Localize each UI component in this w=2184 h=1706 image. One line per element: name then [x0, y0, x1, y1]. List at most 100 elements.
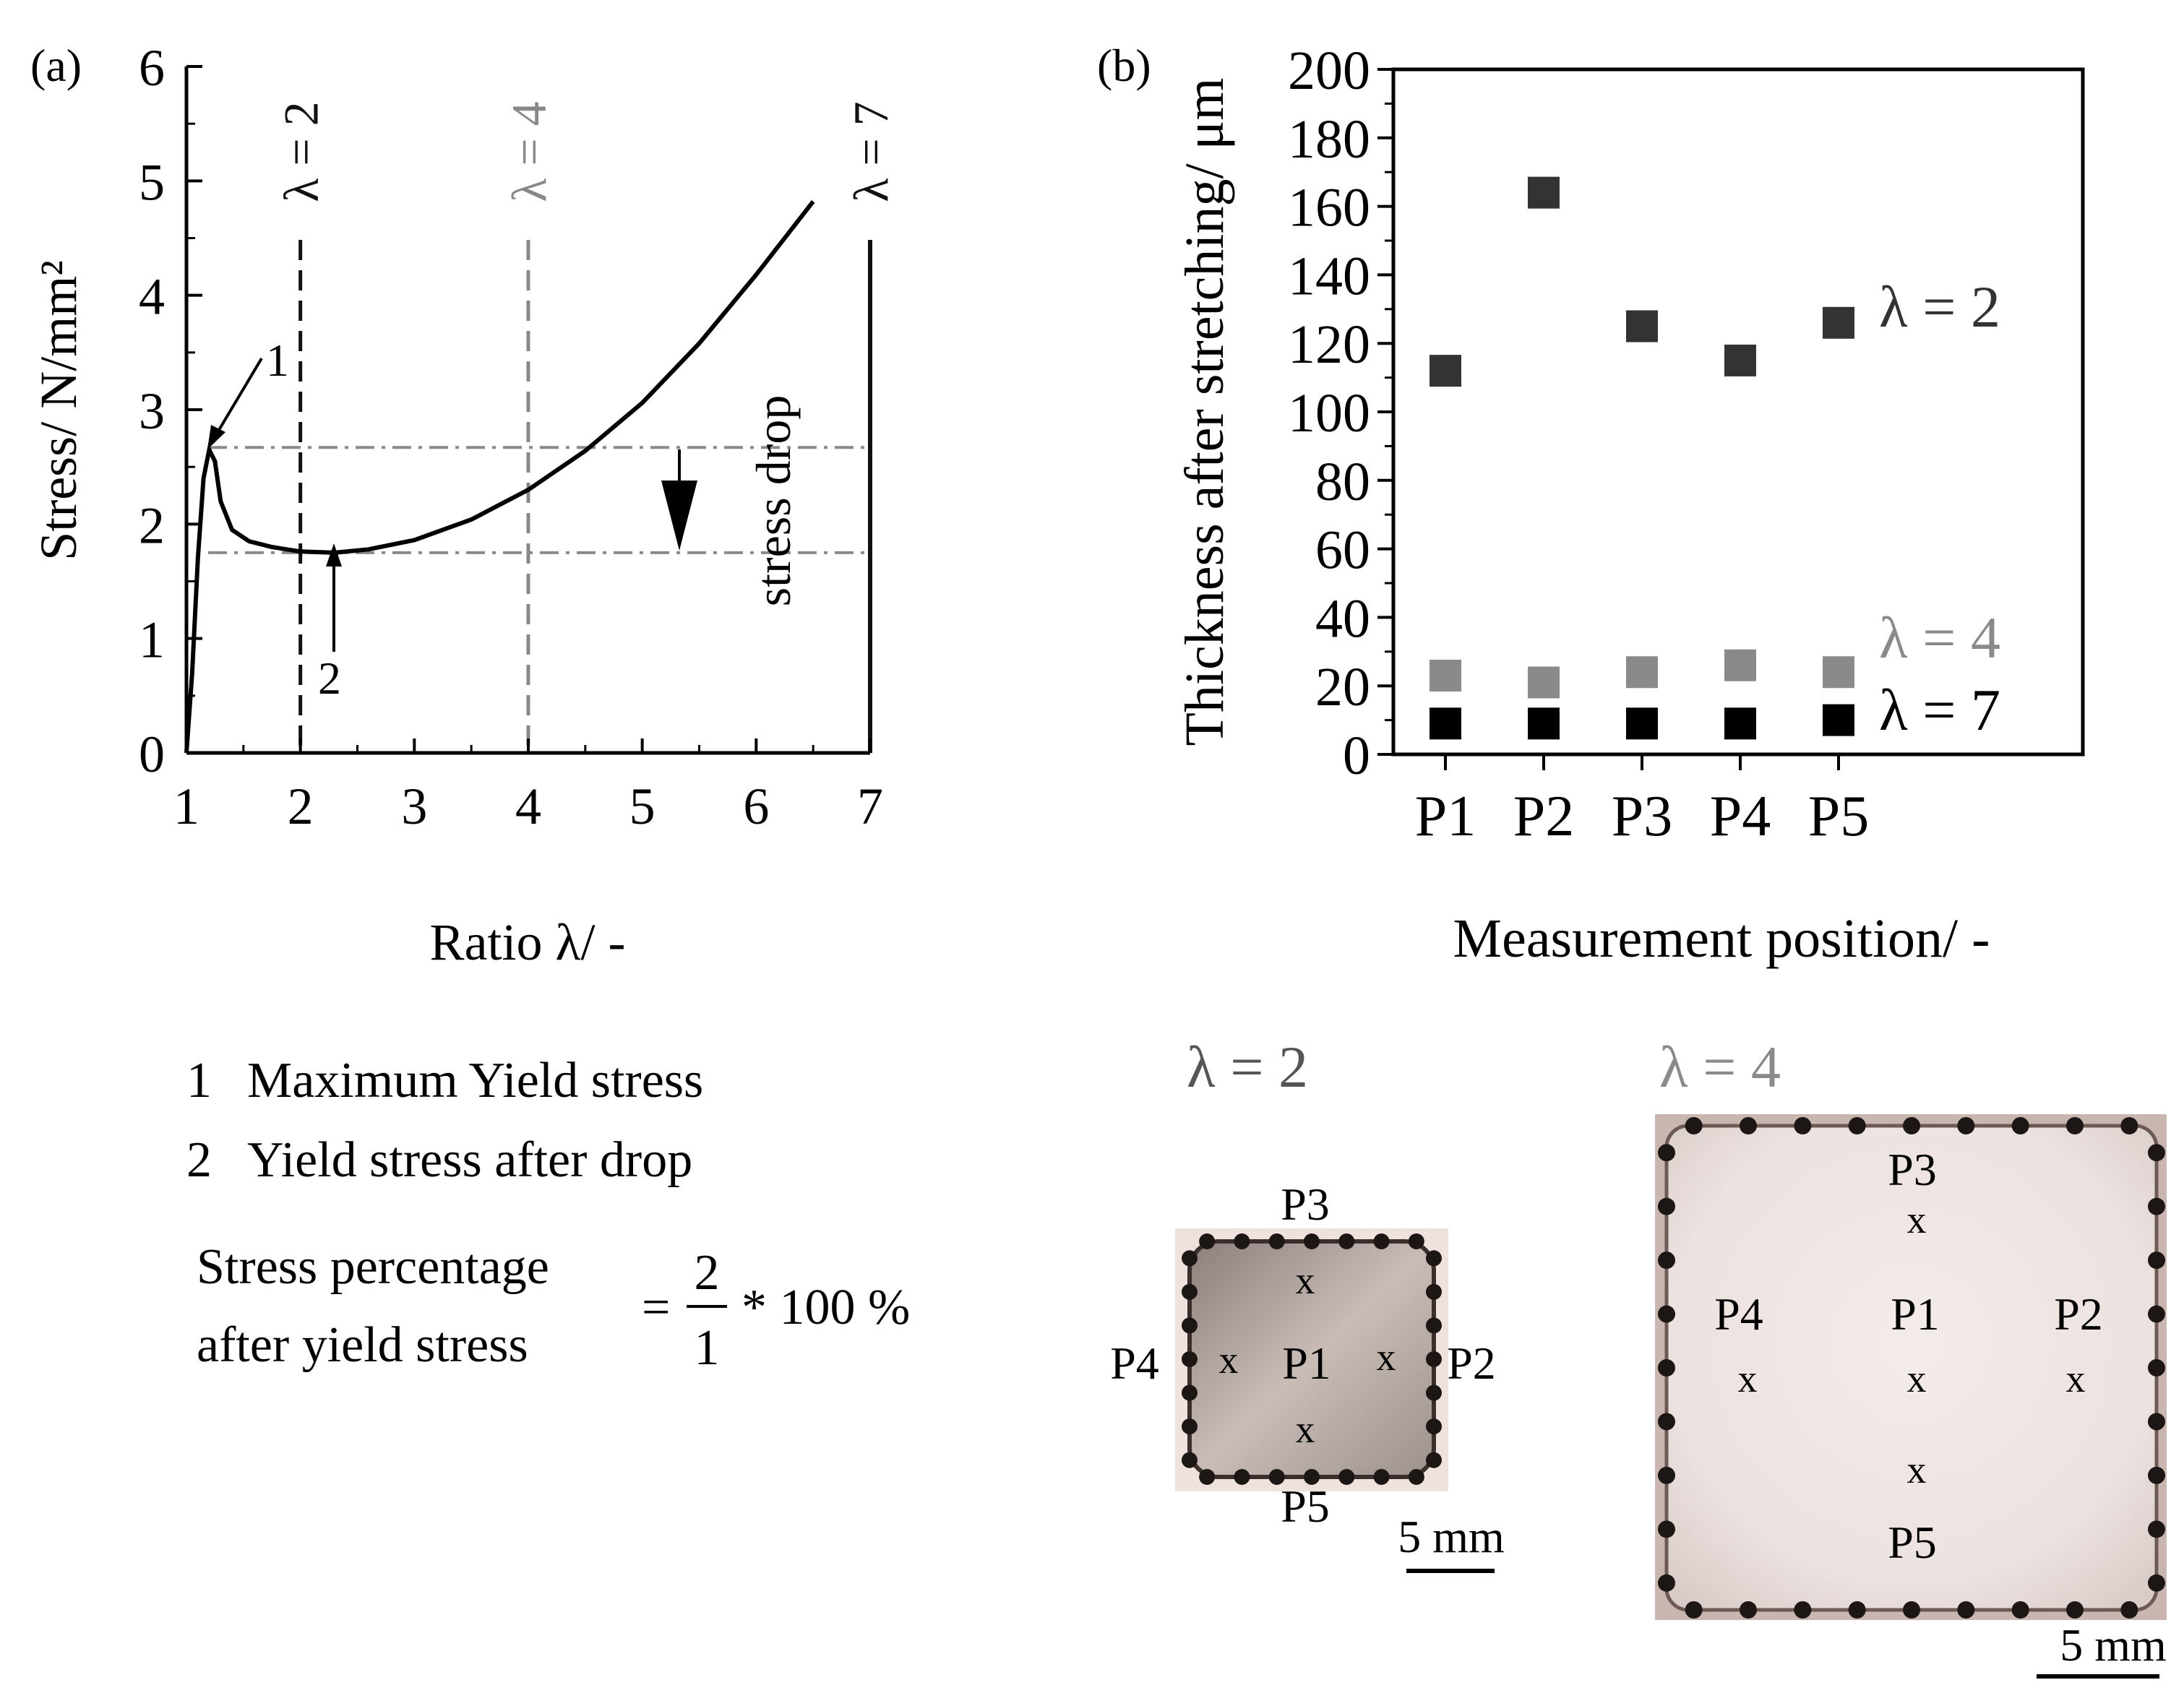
clamp-mark — [1658, 1574, 1675, 1592]
panel-b-y-tick-label: 120 — [1288, 314, 1370, 375]
scatter-point — [1528, 666, 1560, 699]
scatter-point — [1430, 707, 1461, 740]
clamp-mark — [1373, 1469, 1390, 1485]
photo-left-label-p4: P4 — [1110, 1337, 1159, 1389]
panel-a-x-axis-label: Ratio λ/ - — [430, 913, 626, 971]
panel-b-label: (b) — [1097, 40, 1151, 91]
clamp-mark — [1685, 1601, 1703, 1619]
panel-b-y-axis-label: Thickness after stretching/ μm — [1174, 77, 1235, 746]
panel-a-y-tick-label: 6 — [139, 39, 165, 97]
scatter-point — [1823, 656, 1854, 689]
panel-b-y-tick-label: 80 — [1315, 452, 1370, 512]
clamp-mark — [1658, 1359, 1675, 1377]
clamp-mark — [1426, 1418, 1442, 1435]
clamp-mark — [1182, 1250, 1198, 1267]
panel-a-x-tick-label: 2 — [288, 777, 314, 835]
clamp-mark — [1199, 1469, 1216, 1485]
clamp-mark — [1182, 1418, 1198, 1435]
clamp-mark — [2148, 1359, 2165, 1377]
panel-b-x-tick-label: P1 — [1415, 785, 1476, 848]
panel-b-points — [1430, 176, 1854, 740]
panel-b-x-tick-label: P3 — [1612, 785, 1673, 848]
photo-right-label-p2: P2 — [2054, 1288, 2103, 1340]
panel-a-x-tick-label: 7 — [857, 777, 883, 835]
scatter-point — [1823, 306, 1854, 339]
photo-right-label-p5: P5 — [1888, 1517, 1937, 1568]
panel-b-y-tick-label: 40 — [1315, 588, 1370, 649]
clamp-mark — [1903, 1117, 1920, 1134]
formula-equals: = — [642, 1280, 670, 1335]
legend-item-2-number: 2 — [186, 1132, 212, 1188]
scatter-point — [1528, 707, 1560, 740]
photo-right-mark-p5: x — [1907, 1448, 1927, 1491]
panel-b-x-tick-label: P4 — [1710, 785, 1771, 848]
clamp-mark — [2120, 1117, 2138, 1134]
photo-left-label-p1: P1 — [1282, 1337, 1331, 1389]
clamp-mark — [1794, 1601, 1812, 1619]
photo-left-label-p2: P2 — [1447, 1337, 1496, 1389]
clamp-mark — [1658, 1466, 1675, 1484]
photo-right-mark-p3: x — [1907, 1198, 1927, 1241]
stress-percentage-formula: Stress percentage after yield stress = 2… — [197, 1239, 910, 1376]
clamp-mark — [1234, 1233, 1250, 1249]
clamp-mark — [1848, 1117, 1866, 1134]
panel-a-y-tick-label: 0 — [139, 725, 165, 783]
clamp-mark — [2148, 1305, 2165, 1323]
panel-a-markers: λ = 2 λ = 4 λ = 7 — [274, 101, 898, 753]
panel-a-x-tick-label: 5 — [629, 777, 655, 835]
photo-left-clamp-marks — [1182, 1233, 1442, 1485]
panel-a-annotations: 1 2 stress drop — [207, 335, 801, 704]
panel-b-y-tick-label: 100 — [1288, 383, 1370, 444]
clamp-mark — [2148, 1413, 2165, 1431]
photo-right-title: λ = 4 — [1659, 1034, 1781, 1100]
photo-left-label-p3: P3 — [1281, 1179, 1330, 1230]
stress-drop-label: stress drop — [746, 395, 801, 607]
photo-right-scale-label: 5 mm — [2060, 1619, 2167, 1671]
panel-a-x-tick-label: 6 — [743, 777, 769, 835]
clamp-mark — [2011, 1601, 2029, 1619]
photo-left-scale-label: 5 mm — [1398, 1511, 1505, 1562]
clamp-mark — [1426, 1317, 1442, 1334]
photo-lambda-4: λ = 4 P3 P4 P1 P2 P5 x x x x x 5 mm — [1655, 1034, 2167, 1679]
panel-b-y-tick-label: 200 — [1288, 40, 1370, 101]
clamp-mark — [1182, 1317, 1198, 1334]
photo-right-label-p1: P1 — [1891, 1288, 1940, 1340]
scatter-point — [1626, 707, 1658, 740]
clamp-mark — [1304, 1469, 1320, 1485]
clamp-mark — [1182, 1452, 1198, 1468]
scatter-point — [1430, 355, 1461, 387]
panel-a-legend: 1 Maximum Yield stress 2 Yield stress af… — [186, 1053, 703, 1188]
photo-left-title: λ = 2 — [1187, 1034, 1308, 1100]
formula-line-2: after yield stress — [197, 1317, 528, 1373]
clamp-mark — [1182, 1384, 1198, 1401]
clamp-mark — [1957, 1601, 1975, 1619]
point-1-label: 1 — [266, 335, 289, 386]
panel-b-y-tick-label: 0 — [1343, 725, 1370, 786]
clamp-mark — [1182, 1283, 1198, 1300]
clamp-mark — [1426, 1283, 1442, 1300]
formula-numerator: 2 — [695, 1245, 720, 1301]
clamp-mark — [1408, 1469, 1424, 1485]
photo-right-mark-p2: x — [2066, 1357, 2086, 1400]
lambda-marker-label: λ = 2 — [274, 101, 329, 202]
clamp-mark — [2148, 1197, 2165, 1215]
scatter-point — [1528, 176, 1560, 209]
clamp-mark — [1658, 1252, 1675, 1270]
clamp-mark — [1426, 1452, 1442, 1468]
panel-a-x-tick-label: 3 — [401, 777, 427, 835]
photo-right-clamp-marks — [1658, 1117, 2165, 1619]
lambda-marker-label: λ = 7 — [843, 101, 898, 202]
scatter-point — [1626, 656, 1658, 689]
panel-b-x-tick-label: P2 — [1513, 785, 1575, 848]
scatter-point — [1823, 704, 1854, 736]
panel-b-y-tick-label: 140 — [1288, 246, 1370, 306]
clamp-mark — [2148, 1466, 2165, 1484]
photo-left-mark-p5: x — [1296, 1408, 1315, 1451]
clamp-mark — [1903, 1601, 1920, 1619]
clamp-mark — [1234, 1469, 1250, 1485]
clamp-mark — [1426, 1250, 1442, 1267]
clamp-mark — [1685, 1117, 1703, 1134]
scatter-point — [1724, 649, 1756, 681]
